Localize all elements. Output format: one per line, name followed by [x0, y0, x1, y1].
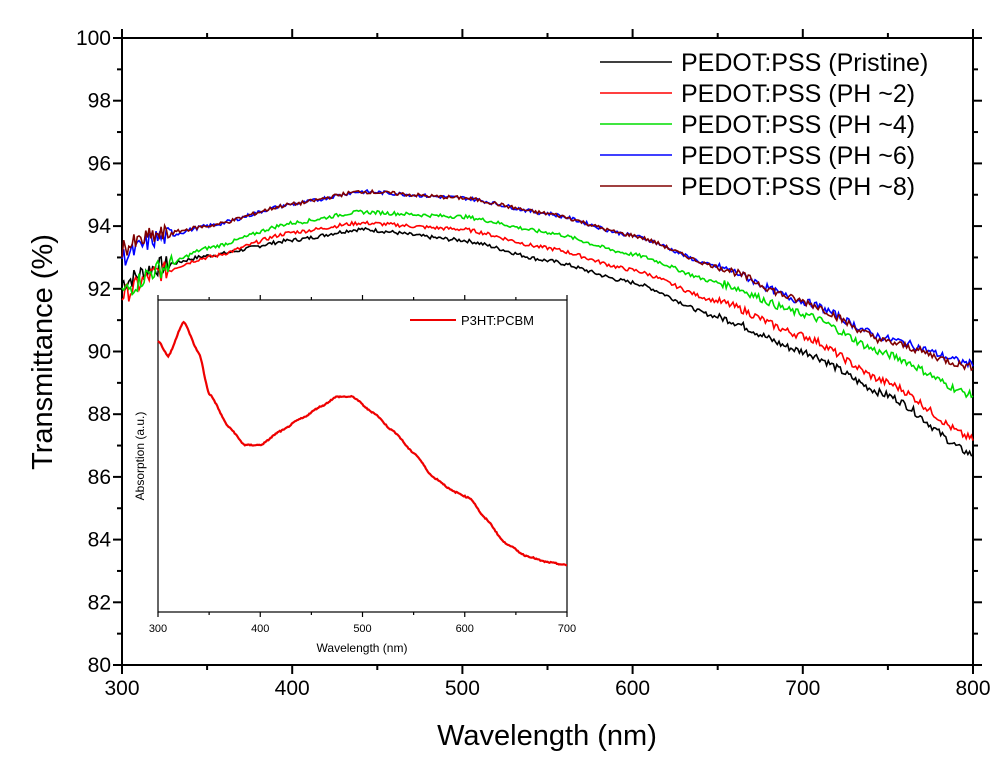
inset-legend-label: P3HT:PCBM	[461, 313, 534, 328]
inset-x-tick-label: 400	[251, 623, 269, 635]
x-tick-label: 500	[445, 677, 480, 700]
y-tick-label: 98	[88, 90, 111, 113]
legend-label: PEDOT:PSS (Pristine)	[681, 49, 928, 77]
y-tick-label: 88	[88, 403, 111, 426]
x-axis-label: Wavelength (nm)	[437, 720, 657, 752]
y-axis-label: Transmittance (%)	[27, 234, 59, 470]
y-tick-label: 86	[88, 466, 111, 489]
x-tick-label: 700	[785, 677, 820, 700]
y-tick-label: 84	[88, 529, 112, 552]
inset-x-tick-label: 600	[456, 623, 474, 635]
y-tick-label: 96	[88, 152, 111, 175]
y-tick-label: 94	[88, 215, 112, 238]
series-line-2	[121, 220, 974, 441]
y-tick-label: 100	[76, 27, 111, 50]
inset-series-line	[157, 320, 567, 567]
series-line-3	[121, 209, 974, 399]
inset-x-axis-label: Wavelength (nm)	[317, 641, 408, 655]
inset-x-tick-label: 300	[149, 623, 167, 635]
y-tick-label: 80	[88, 654, 111, 677]
x-tick-label: 400	[275, 677, 310, 700]
series-line-1	[121, 226, 974, 457]
inset-y-axis-label: Absorption (a.u.)	[133, 412, 147, 501]
x-tick-label: 600	[615, 677, 650, 700]
inset-plot-frame	[157, 299, 568, 613]
y-tick-label: 90	[88, 341, 111, 364]
y-tick-label: 82	[88, 591, 111, 614]
legend-label: PEDOT:PSS (PH ~4)	[681, 111, 915, 139]
legend-label: PEDOT:PSS (PH ~2)	[681, 80, 915, 108]
inset-x-tick-label: 500	[353, 623, 371, 635]
inset-x-tick-label: 700	[558, 623, 576, 635]
series-line-5	[121, 188, 974, 372]
legend-label: PEDOT:PSS (PH ~6)	[681, 142, 915, 170]
y-tick-label: 92	[88, 278, 111, 301]
legend-label: PEDOT:PSS (PH ~8)	[681, 173, 915, 201]
x-tick-label: 300	[104, 677, 139, 700]
x-tick-label: 800	[955, 677, 990, 700]
